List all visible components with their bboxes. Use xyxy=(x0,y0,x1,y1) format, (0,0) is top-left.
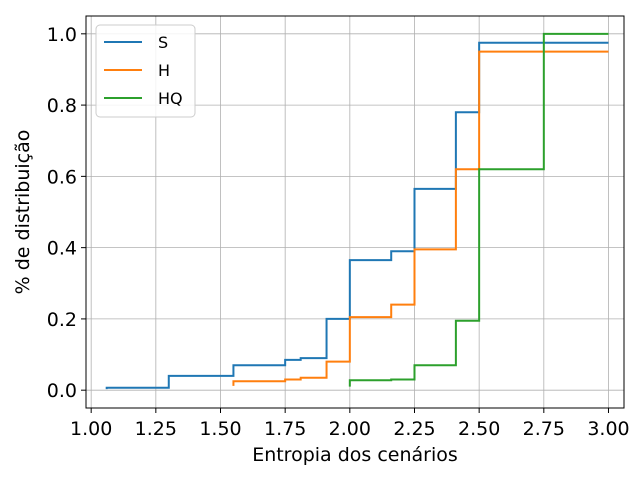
x-tick-label: 1.00 xyxy=(70,418,112,440)
y-tick-label: 0.4 xyxy=(47,238,77,260)
y-tick-label: 0.0 xyxy=(47,380,77,402)
legend-label-hq: HQ xyxy=(158,89,183,108)
series-line-h xyxy=(232,50,609,386)
x-tick-label: 2.25 xyxy=(393,418,435,440)
y-tick-label: 0.6 xyxy=(47,166,77,188)
y-tick-label: 0.8 xyxy=(47,95,77,117)
y-axis-label: % de distribuição xyxy=(12,130,34,295)
x-tick-label: 2.50 xyxy=(458,418,500,440)
series-lines xyxy=(105,32,609,390)
series-line-s xyxy=(105,41,609,390)
x-tick-label: 2.00 xyxy=(329,418,371,440)
x-tick-label: 2.75 xyxy=(523,418,565,440)
y-tick-label: 0.2 xyxy=(47,309,77,331)
plot-frame xyxy=(85,15,625,409)
series-line-hq xyxy=(348,32,609,387)
legend: SH HQ xyxy=(95,24,196,118)
x-axis-ticks: 1.00 1.25 1.50 1.75 2.00 2.25 2.50 2.75 3.00 xyxy=(70,408,630,440)
y-axis-ticks: 0.0 0.2 0.4 0.6 0.8 1.0 xyxy=(47,24,86,402)
legend-label-h: H xyxy=(158,61,170,80)
legend-box xyxy=(95,24,196,118)
legend-label-s: S xyxy=(158,33,168,52)
x-tick-label: 1.75 xyxy=(264,418,306,440)
x-tick-label: 1.25 xyxy=(135,418,177,440)
y-tick-label: 1.0 xyxy=(47,24,77,46)
x-tick-label: 3.00 xyxy=(587,418,629,440)
x-axis-label: Entropia dos cenários xyxy=(252,444,458,466)
x-tick-label: 1.50 xyxy=(199,418,241,440)
